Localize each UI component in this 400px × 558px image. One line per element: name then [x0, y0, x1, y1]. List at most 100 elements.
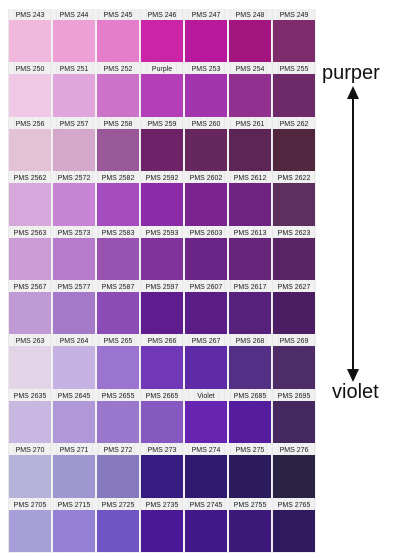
- color-swatch: [97, 74, 139, 117]
- swatch-label: PMS 267: [191, 338, 221, 346]
- swatch-cell: PMS 252: [96, 63, 140, 117]
- swatch-cell: PMS 2725: [96, 499, 140, 553]
- swatch-label: PMS 276: [279, 447, 309, 455]
- color-swatch: [185, 291, 227, 335]
- swatch-label: PMS 2583: [101, 229, 135, 237]
- color-swatch: [273, 509, 315, 552]
- color-swatch: [97, 20, 139, 63]
- swatch-cell: PMS 2587: [96, 281, 140, 335]
- swatch-cell: PMS 265: [96, 335, 140, 389]
- color-swatch: [53, 237, 95, 280]
- swatch-label: PMS 2567: [13, 283, 47, 291]
- swatch-label: PMS 270: [15, 447, 45, 455]
- swatch-label: PMS 2577: [57, 283, 91, 291]
- color-swatch: [9, 128, 51, 172]
- swatch-cell: PMS 275: [228, 444, 272, 498]
- color-swatch: [185, 183, 227, 226]
- color-swatch: [97, 291, 139, 335]
- swatch-label: PMS 2597: [145, 283, 179, 291]
- swatch-label: PMS 2725: [101, 501, 135, 509]
- color-swatch: [9, 20, 51, 63]
- color-swatch: [141, 74, 183, 117]
- swatch-label: PMS 2655: [101, 392, 135, 400]
- swatch-cell: PMS 2577: [52, 281, 96, 335]
- swatch-label: PMS 2607: [189, 283, 223, 291]
- swatch-cell: PMS 2622: [272, 172, 316, 226]
- color-swatch: [141, 509, 183, 552]
- swatch-cell: PMS 2635: [8, 390, 52, 444]
- swatch-label: PMS 261: [235, 120, 265, 128]
- swatch-label: PMS 2715: [57, 501, 91, 509]
- color-swatch: [97, 509, 139, 552]
- swatch-label: PMS 2612: [233, 175, 267, 183]
- color-swatch: [141, 291, 183, 335]
- color-swatch: [273, 400, 315, 444]
- swatch-cell: PMS 243: [8, 9, 52, 63]
- swatch-row: PMS 270 PMS 271 PMS 272 PMS 273 PMS 274 PMS 2…: [8, 444, 316, 498]
- swatch-cell: PMS 2573: [52, 227, 96, 281]
- swatch-label: PMS 260: [191, 120, 221, 128]
- swatch-label: PMS 275: [235, 447, 265, 455]
- swatch-label: PMS 2573: [57, 229, 91, 237]
- swatch-label: PMS 2765: [277, 501, 311, 509]
- swatch-cell: PMS 2735: [140, 499, 184, 553]
- swatch-cell: PMS 2563: [8, 227, 52, 281]
- swatch-label: PMS 251: [59, 66, 89, 74]
- swatch-label: PMS 2613: [233, 229, 267, 237]
- swatch-row: PMS 263 PMS 264 PMS 265 PMS 266 PMS 267 PMS 2…: [8, 335, 316, 389]
- swatch-row: PMS 2567 PMS 2577 PMS 2587 PMS 2597 PMS 2607…: [8, 281, 316, 335]
- swatch-cell: PMS 269: [272, 335, 316, 389]
- color-swatch: [185, 237, 227, 280]
- swatch-label: PMS 2623: [277, 229, 311, 237]
- color-swatch: [9, 291, 51, 335]
- color-swatch: [185, 400, 227, 444]
- swatch-cell: PMS 2612: [228, 172, 272, 226]
- color-swatch: [273, 20, 315, 63]
- swatch-cell: PMS 2562: [8, 172, 52, 226]
- color-swatch: [229, 346, 271, 389]
- swatch-cell: PMS 257: [52, 118, 96, 172]
- swatch-label: PMS 2665: [145, 392, 179, 400]
- swatch-row: PMS 250 PMS 251 PMS 252 Purple PMS 253 PMS 25…: [8, 63, 316, 117]
- color-swatch: [229, 509, 271, 552]
- swatch-cell: PMS 254: [228, 63, 272, 117]
- swatch-cell: PMS 2695: [272, 390, 316, 444]
- swatch-cell: PMS 245: [96, 9, 140, 63]
- swatch-label: PMS 264: [59, 338, 89, 346]
- color-swatch: [53, 346, 95, 389]
- swatch-cell: PMS 250: [8, 63, 52, 117]
- swatch-cell: PMS 263: [8, 335, 52, 389]
- purper-label: purper: [322, 62, 380, 84]
- swatch-label: PMS 2735: [145, 501, 179, 509]
- color-swatch: [185, 509, 227, 552]
- violet-label: violet: [332, 381, 379, 403]
- swatch-label: PMS 256: [15, 120, 45, 128]
- swatch-label: PMS 250: [15, 66, 45, 74]
- swatch-label: PMS 2622: [277, 175, 311, 183]
- color-swatch: [53, 20, 95, 63]
- swatch-label: PMS 247: [191, 12, 221, 19]
- swatch-label: PMS 2592: [145, 175, 179, 183]
- swatch-cell: PMS 258: [96, 118, 140, 172]
- swatch-cell: PMS 2745: [184, 499, 228, 553]
- swatch-cell: PMS 262: [272, 118, 316, 172]
- swatch-cell: PMS 2617: [228, 281, 272, 335]
- pantone-swatch-chart: PMS 243 PMS 244 PMS 245 PMS 246 PMS 247 PMS 2…: [8, 9, 316, 553]
- swatch-label: PMS 245: [103, 12, 133, 19]
- swatch-cell: Purple: [140, 63, 184, 117]
- swatch-cell: PMS 2623: [272, 227, 316, 281]
- color-swatch: [273, 291, 315, 335]
- color-swatch: [229, 183, 271, 226]
- color-swatch: [53, 509, 95, 552]
- swatch-label: PMS 272: [103, 447, 133, 455]
- swatch-label: PMS 273: [147, 447, 177, 455]
- swatch-cell: PMS 2572: [52, 172, 96, 226]
- color-swatch: [185, 128, 227, 172]
- color-swatch: [53, 455, 95, 498]
- swatch-cell: PMS 2583: [96, 227, 140, 281]
- color-swatch: [97, 400, 139, 444]
- swatch-label: PMS 2755: [233, 501, 267, 509]
- color-swatch: [141, 346, 183, 389]
- swatch-cell: PMS 256: [8, 118, 52, 172]
- swatch-label: PMS 268: [235, 338, 265, 346]
